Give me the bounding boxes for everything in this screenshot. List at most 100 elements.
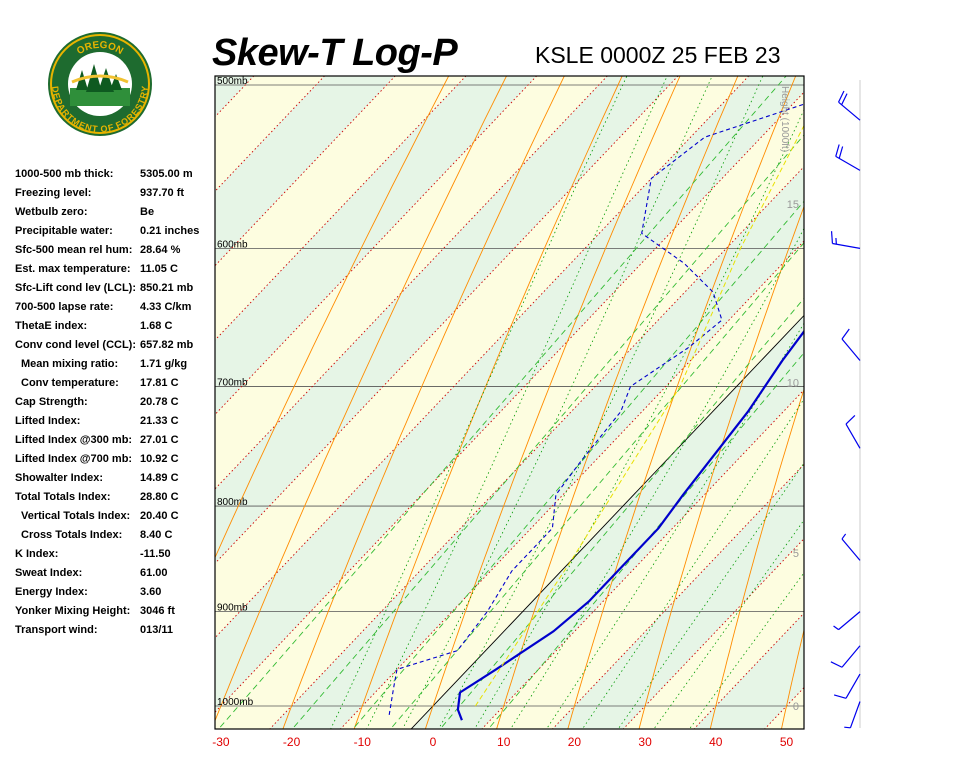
wind-barb [833,611,861,631]
index-value: Be [140,206,155,218]
index-value: 61.00 [140,567,168,579]
pressure-label: 700mb [217,377,248,388]
height-tick-label: 20 [787,17,799,29]
index-label: Lifted Index: [15,415,81,427]
moist-adiabat [510,227,804,729]
index-row: Sfc-Lift cond lev (LCL): 850.21 mb [15,282,215,301]
index-value: 1.68 C [140,320,173,332]
wind-barb [841,328,861,361]
x-tick-label: -10 [354,735,372,749]
index-label: Sfc-500 mean rel hum: [15,244,133,256]
index-row: Precipitable water: 0.21 inches [15,225,215,244]
isotherm-line [339,240,804,729]
index-label: ThetaE index: [15,320,88,332]
index-label: Lifted Index @300 mb: [15,434,133,446]
wind-barb [845,414,861,449]
mixing-ratio-line [291,134,804,729]
index-label: Total Totals Index: [15,491,111,503]
index-value: 8.40 C [140,529,173,541]
index-row: Mean mixing ratio: 1.71 g/kg [15,358,215,377]
logo-top-text: OREGON [75,40,125,57]
x-tick-label: 10 [497,735,511,749]
index-row: Lifted Index @700 mb: 10.92 C [15,453,215,472]
wind-barb [833,673,861,699]
index-value: 0.21 inches [140,225,200,237]
index-row: Cap Strength: 20.78 C [15,396,215,415]
isotherm-band [215,76,537,415]
height-tick-label: 10 [787,378,799,390]
moist-adiabat [617,462,804,729]
x-tick-label: 0 [430,735,437,749]
stability-indices-panel: 1000-500 mb thick: 5305.00 m Freezing leve… [15,168,215,643]
isotherm-line [215,76,608,490]
x-tick-label: 20 [568,735,582,749]
index-value: 850.21 mb [140,282,194,294]
dry-adiabat [920,0,960,750]
index-value: 21.33 C [140,415,179,427]
index-label: 1000-500 mb thick: [15,168,114,180]
index-label: Transport wind: [15,624,98,636]
index-row: Energy Index: 3.60 [15,586,215,605]
index-label: Precipitable water: [15,225,113,237]
wind-barb [830,645,861,668]
index-value: 4.33 C/km [140,301,192,313]
index-label: K Index: [15,548,59,560]
dry-adiabat [215,76,508,722]
wind-barb [838,90,861,121]
index-value: 5305.00 m [140,168,193,180]
plot-area: 0.412358200mb300mb400mb500mb600mb700mb80… [215,0,960,750]
index-row: 1000-500 mb thick: 5305.00 m [15,168,215,187]
x-tick-label: 50 [780,735,794,749]
dry-adiabat [496,76,739,729]
index-value: 28.64 % [140,244,181,256]
index-row: Conv cond level (CCL): 657.82 mb [15,339,215,358]
index-row: Sfc-500 mean rel hum: 28.64 % [15,244,215,263]
pressure-label: 600mb [217,239,248,250]
index-row: Lifted Index: 21.33 C [15,415,215,434]
temperature-line [456,329,804,721]
wind-barb [835,144,861,171]
index-row: Lifted Index @300 mb: 27.01 C [15,434,215,453]
index-label: Lifted Index @700 mb: [15,453,133,465]
index-row: Yonker Mixing Height: 3046 ft [15,605,215,624]
moist-adiabat [366,76,668,729]
index-label: Conv temperature: [21,377,119,389]
isotherm-band [269,166,804,729]
index-row: Conv temperature: 17.81 C [15,377,215,396]
index-row: 700-500 lapse rate: 4.33 C/km [15,301,215,320]
pressure-label: 800mb [217,497,248,508]
index-value: 937.70 ft [140,187,185,199]
dry-adiabat [567,76,797,729]
index-value: 657.82 mb [140,339,194,351]
index-row: Sweat Index: 61.00 [15,567,215,586]
index-label: Wetbulb zero: [15,206,88,218]
index-row: Transport wind: 013/11 [15,624,215,643]
mixing-ratio-line [389,242,804,729]
wind-barb [841,533,861,561]
zero-isotherm [410,314,804,729]
station-time-label: KSLE 0000Z 25 FEB 23 [535,42,781,68]
height-tick-label: 5 [793,548,799,560]
x-tick-label: -20 [283,735,301,749]
x-tick-label: 30 [638,735,652,749]
isotherm-band [552,464,804,729]
dry-adiabat [282,76,565,729]
plot-frame [214,75,805,730]
isotherm-line [481,389,804,729]
oregon-forestry-logo: OREGON DEPARTMENT OF FORESTRY [46,30,154,138]
index-value: 10.92 C [140,453,179,465]
dry-adiabat [849,0,960,750]
isotherm-line [269,165,804,729]
wind-barb [830,231,861,249]
height-tick-label: 15 [787,199,799,211]
mixing-ratio-line [487,352,804,729]
index-value: 20.40 C [140,510,179,522]
index-value: 28.80 C [140,491,179,503]
index-label: Cross Totals Index: [21,529,123,541]
dry-adiabat [709,387,804,729]
index-label: Vertical Totals Index: [21,510,131,522]
index-value: 14.89 C [140,472,179,484]
pressure-label: 500mb [217,76,248,87]
index-row: Est. max temperature: 11.05 C [15,263,215,282]
chart-title: Skew-T Log-P [212,32,458,74]
